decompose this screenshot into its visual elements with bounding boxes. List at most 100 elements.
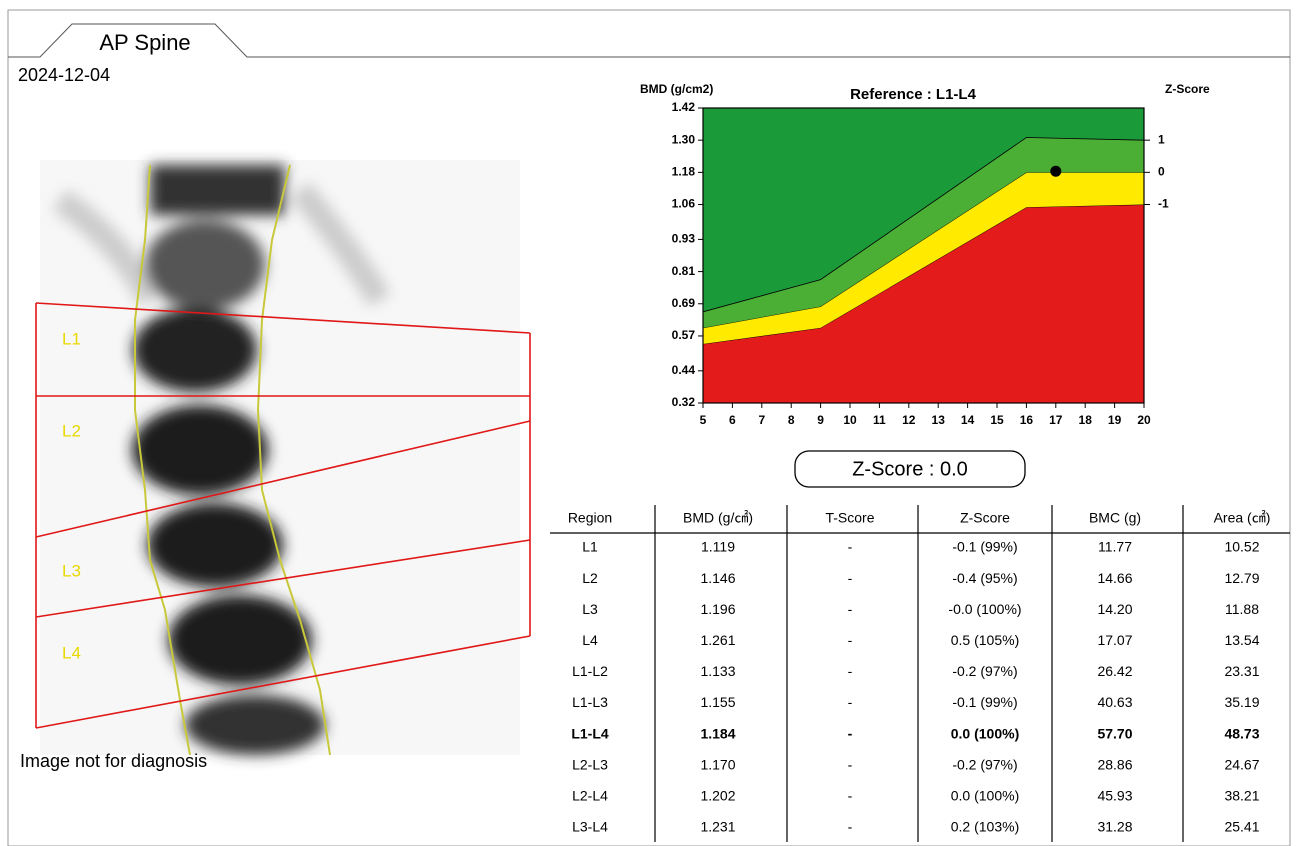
table-cell: -	[848, 570, 853, 586]
roi-label: L4	[62, 643, 81, 662]
table-cell: 31.28	[1097, 819, 1132, 835]
x-tick-label: 12	[902, 413, 916, 427]
table-cell: 1.133	[700, 663, 735, 679]
table-cell: 14.20	[1097, 601, 1132, 617]
table-cell: 38.21	[1224, 788, 1259, 804]
table-cell: 12.79	[1224, 570, 1259, 586]
y2-tick-label: 0	[1158, 165, 1165, 179]
x-tick-label: 20	[1137, 413, 1151, 427]
roi-label: L3	[62, 561, 81, 580]
table-cell: 0.5 (105%)	[951, 632, 1019, 648]
date: 2024-12-04	[18, 65, 110, 85]
table-cell: 13.54	[1224, 632, 1259, 648]
table-cell: 11.77	[1098, 539, 1132, 555]
table-cell: 17.07	[1097, 632, 1132, 648]
table-cell: 40.63	[1097, 694, 1132, 710]
table-cell: -0.4 (95%)	[952, 570, 1017, 586]
table-cell: 1.202	[700, 788, 735, 804]
x-tick-label: 17	[1049, 413, 1063, 427]
table-cell: 26.42	[1097, 663, 1132, 679]
table-cell: 45.93	[1097, 788, 1132, 804]
report-view: AP Spine 2024-12-04 Image not for diagno…	[0, 0, 1297, 846]
table-cell: 25.41	[1224, 819, 1259, 835]
table-cell: L1	[582, 539, 598, 555]
table-cell: -0.2 (97%)	[952, 663, 1017, 679]
table-cell: -	[848, 694, 853, 710]
table-cell: L2	[582, 570, 598, 586]
table-cell: -	[848, 601, 853, 617]
y-tick-label: 0.81	[672, 264, 696, 278]
y-tick-label: 1.30	[672, 132, 696, 146]
table-cell: 0.0 (100%)	[951, 725, 1019, 741]
patient-point	[1050, 166, 1061, 177]
table-cell: 28.86	[1097, 756, 1132, 772]
table-cell: -	[848, 725, 853, 741]
y-tick-label: 1.18	[672, 165, 696, 179]
table-header: Area (㎠)	[1214, 510, 1271, 526]
table-cell: 1.155	[700, 694, 735, 710]
table-cell: 0.0 (100%)	[951, 788, 1019, 804]
table-cell: -	[848, 788, 853, 804]
table-cell: -0.2 (97%)	[952, 756, 1017, 772]
x-tick-label: 18	[1079, 413, 1093, 427]
y2-tick-label: -1	[1158, 197, 1169, 211]
table-cell: -	[848, 539, 853, 555]
table-cell: L1-L4	[571, 725, 609, 741]
table-cell: 1.196	[700, 601, 735, 617]
x-tick-label: 14	[961, 413, 975, 427]
table-cell: 48.73	[1224, 725, 1259, 741]
zscore-text: Z-Score : 0.0	[852, 458, 968, 480]
y-tick-label: 0.57	[672, 328, 696, 342]
roi-label: L1	[62, 329, 81, 348]
table-cell: 1.170	[700, 756, 735, 772]
y-tick-label: 0.44	[672, 363, 696, 377]
table-cell: -	[848, 819, 853, 835]
table-header: Z-Score	[960, 510, 1010, 526]
x-tick-label: 9	[817, 413, 824, 427]
table-header: T-Score	[825, 510, 874, 526]
table-cell: 24.67	[1224, 756, 1259, 772]
x-tick-label: 13	[932, 413, 946, 427]
page: AP Spine 2024-12-04 Image not for diagno…	[0, 0, 1297, 846]
y2-axis-label: Z-Score	[1165, 82, 1210, 96]
table-header: BMD (g/㎠)	[683, 510, 753, 526]
y-tick-label: 0.93	[672, 232, 696, 246]
table-cell: 14.66	[1097, 570, 1132, 586]
disclaimer: Image not for diagnosis	[20, 751, 207, 771]
table-cell: L4	[582, 632, 598, 648]
x-tick-label: 5	[700, 413, 707, 427]
x-tick-label: 7	[758, 413, 765, 427]
table-cell: 1.231	[700, 819, 735, 835]
tab-label[interactable]: AP Spine	[99, 30, 190, 55]
table-cell: -	[848, 663, 853, 679]
table-cell: L3	[582, 601, 598, 617]
table-cell: 1.146	[700, 570, 735, 586]
x-tick-label: 11	[873, 413, 886, 427]
table-header: Region	[568, 510, 612, 526]
table-cell: L1-L3	[572, 694, 608, 710]
table-cell: 1.119	[701, 539, 735, 555]
y-tick-label: 1.42	[672, 100, 696, 114]
table-cell: -	[848, 632, 853, 648]
table-cell: -0.0 (100%)	[948, 601, 1021, 617]
spine-scan	[40, 160, 520, 755]
table-cell: L2-L3	[572, 756, 608, 772]
x-tick-label: 16	[1020, 413, 1034, 427]
table-cell: 57.70	[1097, 725, 1132, 741]
roi-label: L2	[62, 421, 81, 440]
table-cell: 10.52	[1224, 539, 1259, 555]
chart-title: Reference : L1-L4	[850, 86, 977, 103]
table-cell: -0.1 (99%)	[952, 694, 1017, 710]
y-axis-label: BMD (g/cm2)	[640, 82, 713, 96]
table-cell: 11.88	[1225, 601, 1259, 617]
table-cell: -0.1 (99%)	[952, 539, 1017, 555]
y-tick-label: 0.32	[672, 395, 696, 409]
x-tick-label: 10	[843, 413, 857, 427]
table-cell: 23.31	[1224, 663, 1259, 679]
table-cell: 1.184	[700, 725, 735, 741]
y-tick-label: 1.06	[672, 197, 696, 211]
table-cell: 1.261	[700, 632, 735, 648]
table-cell: 35.19	[1224, 694, 1259, 710]
table-cell: L2-L4	[572, 788, 608, 804]
table-cell: L3-L4	[572, 819, 608, 835]
